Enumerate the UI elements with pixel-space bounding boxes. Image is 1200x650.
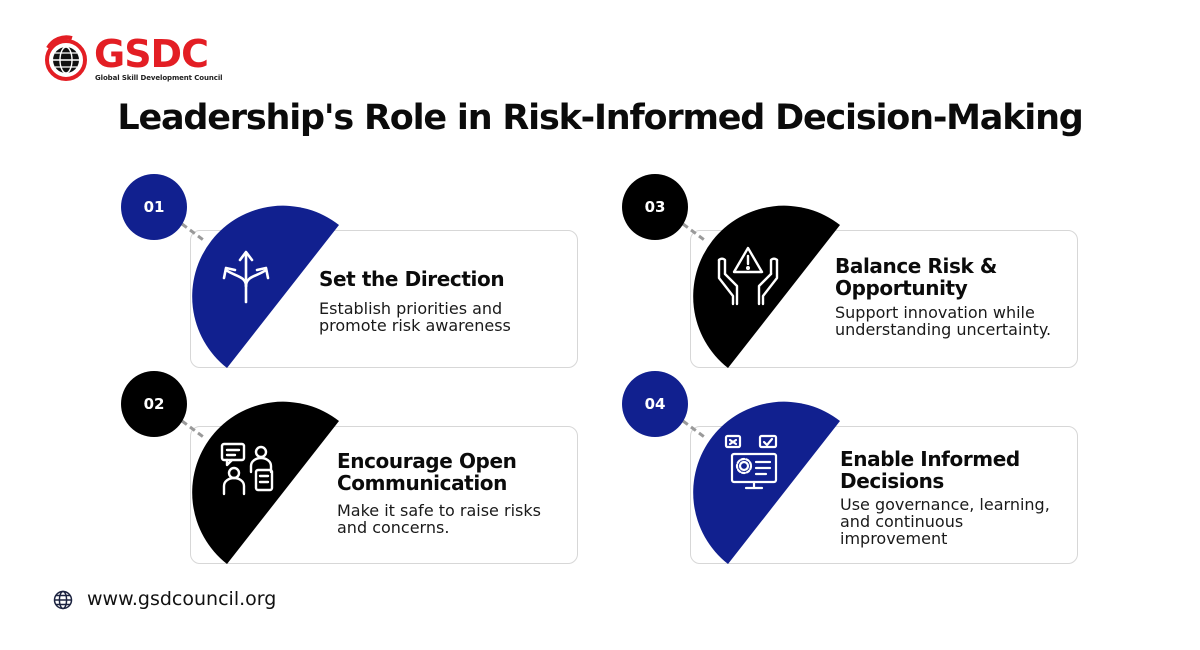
step-description: Support innovation while understanding u… bbox=[835, 303, 1052, 339]
diverging-arrows-icon bbox=[222, 250, 270, 304]
step-description: Use governance, learning, and continuous… bbox=[840, 495, 1050, 548]
step-number-badge: 02 bbox=[121, 371, 187, 437]
page-title: Leadership's Role in Risk-Informed Decis… bbox=[117, 98, 1084, 138]
people-chat-icon bbox=[220, 442, 274, 496]
step-description: Make it safe to raise risks and concerns… bbox=[337, 501, 541, 537]
step-number-badge: 04 bbox=[622, 371, 688, 437]
gsdc-logo: GSDC Global Skill Development Council bbox=[42, 32, 232, 86]
step-number-badge: 03 bbox=[622, 174, 688, 240]
half-circle-shape bbox=[192, 205, 339, 368]
half-circle-shape bbox=[693, 205, 840, 368]
website-link[interactable]: www.gsdcouncil.org bbox=[87, 588, 277, 610]
logo-subtitle: Global Skill Development Council bbox=[95, 74, 223, 82]
step-title: Balance Risk & Opportunity bbox=[835, 254, 997, 300]
globe-icon bbox=[53, 590, 73, 610]
step-title: Encourage Open Communication bbox=[337, 449, 517, 495]
monitor-settings-icon bbox=[724, 434, 778, 490]
step-description: Establish priorities and promote risk aw… bbox=[319, 299, 511, 335]
step-title: Enable Informed Decisions bbox=[840, 447, 1020, 493]
logo-brand: GSDC bbox=[94, 32, 209, 76]
step-number-badge: 01 bbox=[121, 174, 187, 240]
step-title: Set the Direction bbox=[319, 267, 505, 291]
globe-logo-icon bbox=[45, 35, 87, 81]
hands-warning-icon bbox=[717, 246, 779, 306]
